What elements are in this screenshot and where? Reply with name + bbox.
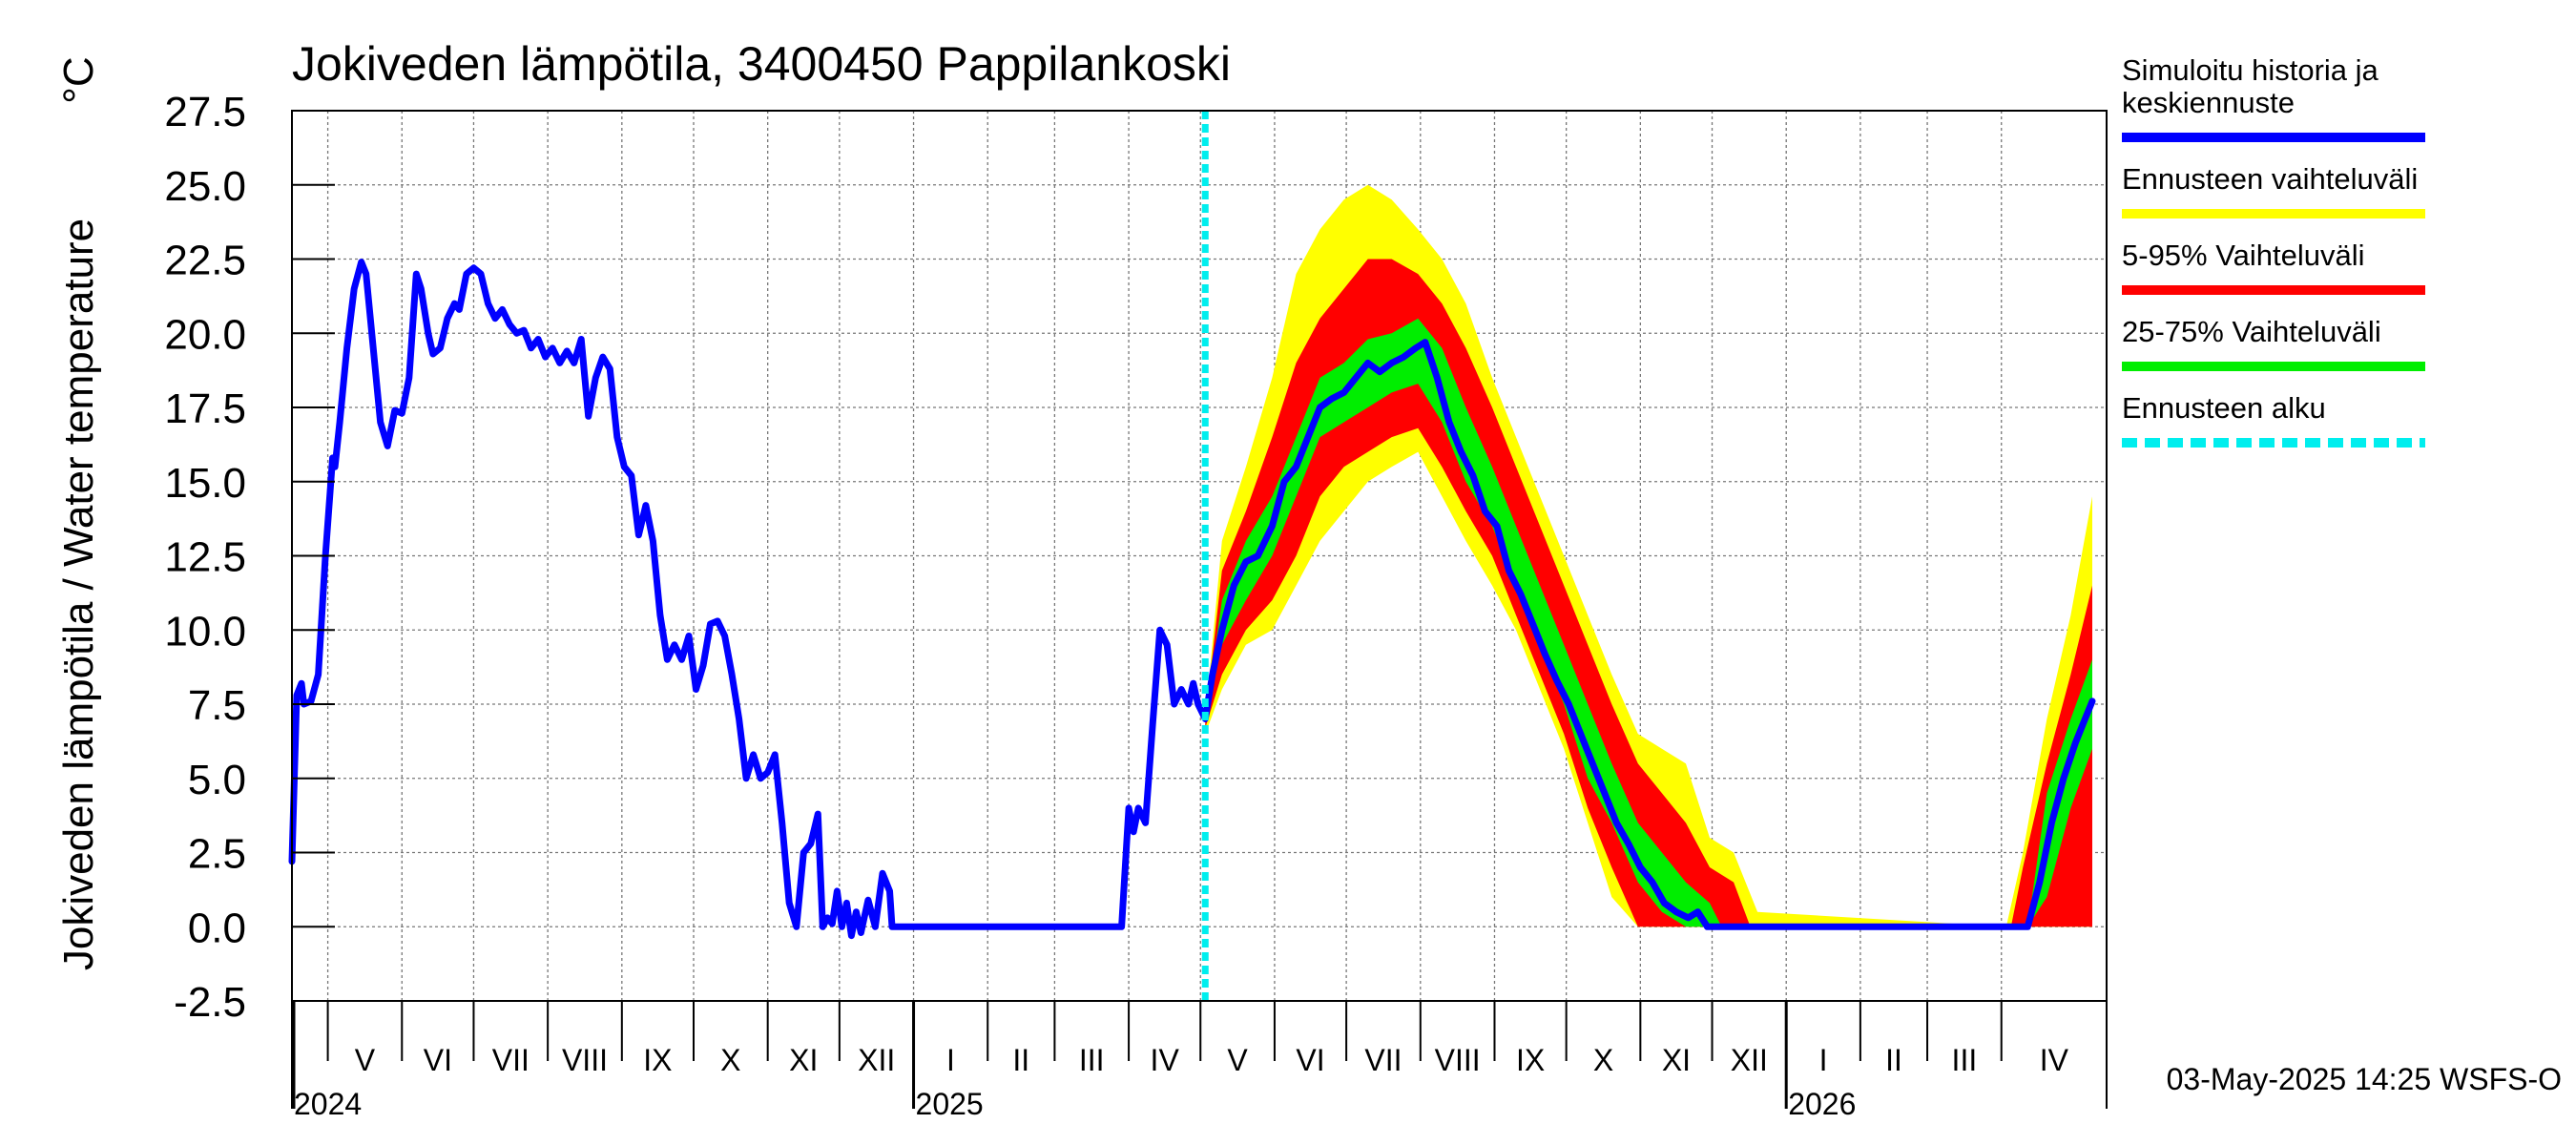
month-label: XI <box>1662 1043 1691 1077</box>
month-label: IV <box>1151 1043 1180 1077</box>
month-label: III <box>1079 1043 1105 1077</box>
y-tick-label: 25.0 <box>164 163 246 210</box>
y-tick-label: 12.5 <box>164 534 246 581</box>
legend-label: keskiennuste <box>2122 86 2295 119</box>
footer-timestamp: 03-May-2025 14:25 WSFS-O <box>2167 1062 2562 1096</box>
forecast-bands <box>1205 184 2092 927</box>
year-label: 2024 <box>294 1087 362 1121</box>
y-axis: 27.5 25.0 22.5 20.0 17.5 15.0 12.5 10.0 7.5 5.0 2.… <box>164 89 335 1026</box>
legend-label: Ennusteen alku <box>2122 391 2326 425</box>
month-label: IX <box>1516 1043 1545 1077</box>
month-label: III <box>1952 1043 1978 1077</box>
legend-label: 25-75% Vaihteluväli <box>2122 315 2381 348</box>
y-axis-unit: °C <box>55 56 102 103</box>
month-label: II <box>1012 1043 1029 1077</box>
y-tick-label: 15.0 <box>164 460 246 507</box>
month-label: IV <box>2040 1043 2069 1077</box>
y-tick-label: 5.0 <box>188 757 246 803</box>
month-label: VII <box>1364 1043 1402 1077</box>
month-label: V <box>355 1043 376 1077</box>
y-tick-label: 7.5 <box>188 682 246 729</box>
y-tick-label: 17.5 <box>164 385 246 432</box>
y-tick-label: 0.0 <box>188 905 246 951</box>
band-5-95-vaihteluv-li <box>1205 259 2092 927</box>
month-label: XII <box>858 1043 895 1077</box>
y-tick-label: 22.5 <box>164 238 246 284</box>
month-label: XII <box>1731 1043 1768 1077</box>
chart-title: Jokiveden lämpötila, 3400450 Pappilankos… <box>292 37 1231 91</box>
month-label: VI <box>424 1043 452 1077</box>
month-label: IX <box>643 1043 672 1077</box>
month-label: V <box>1227 1043 1248 1077</box>
month-label: VII <box>492 1043 530 1077</box>
month-label: X <box>1593 1043 1613 1077</box>
legend-label: Ennusteen vaihteluväli <box>2122 162 2418 196</box>
y-axis-label: Jokiveden lämpötila / Water temperature <box>55 219 102 970</box>
month-label: I <box>946 1043 955 1077</box>
year-label: 2025 <box>916 1087 984 1121</box>
month-label: XI <box>789 1043 818 1077</box>
y-tick-label: 27.5 <box>164 89 246 135</box>
year-label: 2026 <box>1788 1087 1856 1121</box>
month-label: II <box>1885 1043 1902 1077</box>
legend-label: 5-95% Vaihteluväli <box>2122 239 2364 272</box>
month-label: VIII <box>1435 1043 1481 1077</box>
y-tick-label: 10.0 <box>164 608 246 655</box>
x-axis: V VI VII VIII IX X XI XII I II III IV V VI VII VIII IX X X… <box>292 1001 2069 1121</box>
data-lines <box>288 111 2096 1001</box>
month-label: I <box>1819 1043 1828 1077</box>
history-mean-line <box>288 259 2096 940</box>
month-label: VIII <box>562 1043 608 1077</box>
month-label: X <box>720 1043 740 1077</box>
y-tick-label: 20.0 <box>164 311 246 358</box>
legend-label: Simuloitu historia ja <box>2122 53 2379 87</box>
y-tick-label: -2.5 <box>174 979 246 1026</box>
y-tick-label: 2.5 <box>188 831 246 878</box>
month-label: VI <box>1296 1043 1324 1077</box>
